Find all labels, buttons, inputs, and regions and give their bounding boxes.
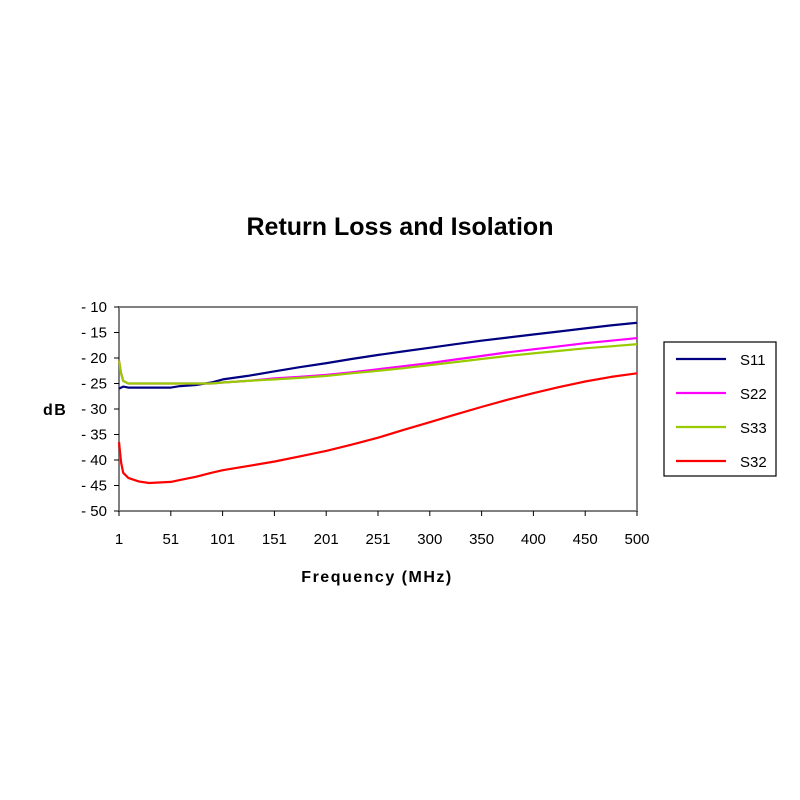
y-tick-label: - 40 xyxy=(81,452,107,469)
y-tick-label: - 20 xyxy=(81,350,107,367)
series-lines xyxy=(117,321,638,485)
legend-label-s33: S33 xyxy=(740,420,767,437)
chart-title: Return Loss and Isolation xyxy=(247,213,554,241)
legend-items: S11 S22 S33 S32 xyxy=(676,352,767,471)
legend-label-s22: S22 xyxy=(740,386,767,403)
y-tick-label: - 15 xyxy=(81,325,107,342)
y-tick-label: - 30 xyxy=(81,401,107,418)
x-tick-label: 51 xyxy=(162,531,179,548)
legend-label-s32: S32 xyxy=(740,454,767,471)
x-tick-label: 400 xyxy=(521,531,546,548)
x-tick-label: 300 xyxy=(417,531,442,548)
y-tick-label: - 50 xyxy=(81,503,107,520)
y-axis: - 10 - 15 - 20 - 25 - 30 - 35 - 40 - 45 - 50 xyxy=(81,299,119,520)
x-tick-label: 1 xyxy=(115,531,123,548)
x-tick-label: 101 xyxy=(210,531,235,548)
x-tick-label: 151 xyxy=(262,531,287,548)
series-line-s32 xyxy=(117,372,638,485)
y-tick-label: - 35 xyxy=(81,427,107,444)
x-tick-label: 201 xyxy=(314,531,339,548)
x-tick-label: 450 xyxy=(573,531,598,548)
legend-label-s11: S11 xyxy=(740,352,766,369)
y-tick-label: - 10 xyxy=(81,299,107,316)
y-tick-label: - 45 xyxy=(81,478,107,495)
x-tick-label: 251 xyxy=(365,531,390,548)
x-axis: 1 51 101 151 201 251 300 350 400 450 500 xyxy=(115,511,650,548)
series-line-s33 xyxy=(117,343,638,385)
y-axis-title: dB xyxy=(43,402,67,419)
x-tick-label: 350 xyxy=(469,531,494,548)
plot-area xyxy=(118,306,638,512)
legend xyxy=(663,341,777,477)
series-line-s11 xyxy=(118,321,638,390)
x-tick-label: 500 xyxy=(624,531,649,548)
y-tick-label: - 25 xyxy=(81,376,107,393)
x-axis-title: Frequency (MHz) xyxy=(301,569,452,586)
